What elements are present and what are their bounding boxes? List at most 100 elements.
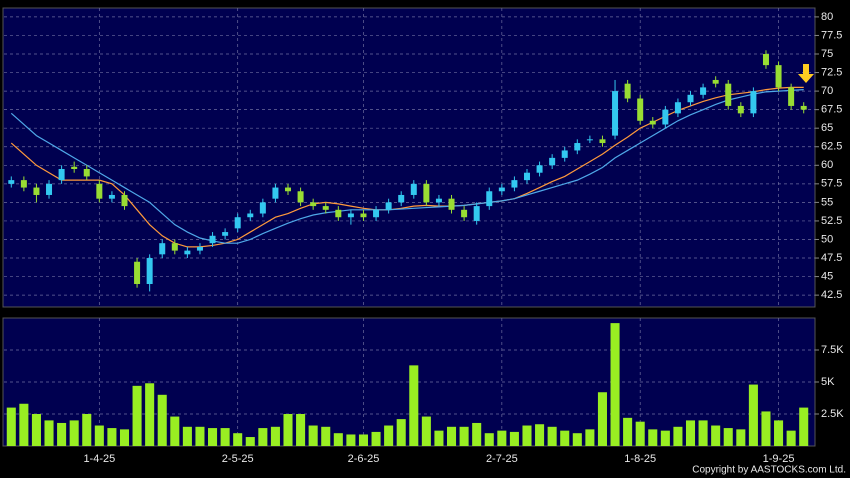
candle-body [171, 243, 178, 251]
candle-body [58, 169, 65, 181]
x-tick-label: 2-5-25 [222, 453, 254, 465]
volume-bar [132, 385, 142, 446]
volume-bar [208, 428, 218, 446]
candle-body [20, 180, 27, 188]
x-tick-label: 2-6-25 [348, 453, 380, 465]
volume-bar [648, 429, 658, 446]
candle-body [498, 187, 505, 192]
candle-body [46, 183, 53, 195]
x-tick-label: 1-4-25 [83, 453, 115, 465]
candle-body [33, 187, 40, 195]
volume-bar [723, 428, 733, 446]
candle-body [335, 209, 342, 218]
candle-body [134, 261, 141, 284]
candle-body [536, 165, 543, 173]
y-tick-label: 7.5K [821, 344, 844, 356]
candle-body [347, 213, 354, 218]
volume-bar [107, 428, 117, 446]
candle-body [146, 258, 153, 284]
candle-body [247, 213, 254, 218]
candle-body [96, 183, 103, 199]
y-tick-label: 47.5 [821, 252, 842, 264]
volume-bar [484, 433, 494, 446]
x-tick-label: 2-7-25 [486, 453, 518, 465]
candle-body [310, 202, 317, 207]
y-tick-label: 50 [821, 233, 833, 245]
candle-body [561, 150, 568, 158]
volume-bar [698, 420, 708, 446]
y-tick-label: 77.5 [821, 29, 842, 41]
volume-bar [283, 414, 293, 446]
price-panel [2, 7, 816, 308]
y-tick-label: 72.5 [821, 66, 842, 78]
candle-body [725, 83, 732, 106]
arrow-marker [798, 64, 814, 83]
candle-body [788, 87, 795, 106]
candle-body [624, 83, 631, 99]
candle-body [108, 194, 115, 199]
candle-body [750, 91, 757, 114]
y-tick-label: 52.5 [821, 215, 842, 227]
candle-body [549, 157, 556, 166]
volume-bar [446, 426, 457, 446]
candle-body [461, 209, 468, 218]
candle-body [737, 105, 744, 114]
candle-body [297, 191, 304, 203]
volume-bar [597, 392, 607, 446]
volume-bar [19, 403, 29, 446]
y-tick-label: 60 [821, 159, 833, 171]
candle-body [159, 243, 166, 255]
volume-bar [396, 419, 406, 446]
volume-bar [434, 430, 444, 446]
volume-bar [761, 411, 771, 446]
candle-body [700, 87, 707, 95]
y-tick-label: 70 [821, 85, 833, 97]
candle-body [121, 194, 128, 207]
candle-body [83, 169, 90, 177]
candle-body [586, 139, 593, 141]
candle-body [511, 180, 518, 188]
candle-body [8, 180, 15, 184]
volume-bar [384, 425, 394, 446]
x-tick-label: 1-9-25 [763, 453, 795, 465]
volume-bar [497, 430, 507, 446]
volume-bar [660, 430, 670, 446]
volume-bar [610, 323, 620, 446]
volume-bar [182, 426, 192, 446]
volume-bar [371, 431, 381, 446]
volume-bar [799, 407, 809, 446]
x-tick-label: 1-8-25 [624, 453, 656, 465]
volume-bar [635, 421, 645, 446]
volume-bar [119, 429, 130, 446]
candle-body [574, 143, 581, 151]
y-tick-label: 67.5 [821, 104, 842, 116]
volume-bar [509, 431, 519, 446]
candle-body [222, 232, 229, 236]
volume-bar [358, 434, 369, 446]
volume-bar [547, 426, 557, 446]
volume-bar [585, 429, 595, 446]
candle-body [637, 98, 644, 121]
volume-bar [673, 426, 683, 446]
y-tick-label: 62.5 [821, 141, 842, 153]
candle-body [373, 209, 380, 218]
candle-body [662, 109, 669, 125]
candle-body [486, 191, 493, 207]
y-tick-label: 2.5K [821, 408, 844, 420]
candle-body [473, 206, 480, 221]
y-tick-label: 45 [821, 270, 833, 282]
y-tick-label: 65 [821, 122, 833, 134]
volume-bar [321, 426, 331, 446]
candle-body [612, 91, 619, 136]
y-tick-label: 55 [821, 196, 833, 208]
volume-bar [522, 425, 532, 446]
volume-bar [270, 426, 280, 446]
volume-bar [333, 433, 343, 446]
volume-bar [736, 429, 746, 446]
volume-bar [94, 425, 104, 446]
candle-body [410, 183, 417, 195]
volume-bar [145, 383, 155, 446]
candle-body [385, 202, 392, 210]
